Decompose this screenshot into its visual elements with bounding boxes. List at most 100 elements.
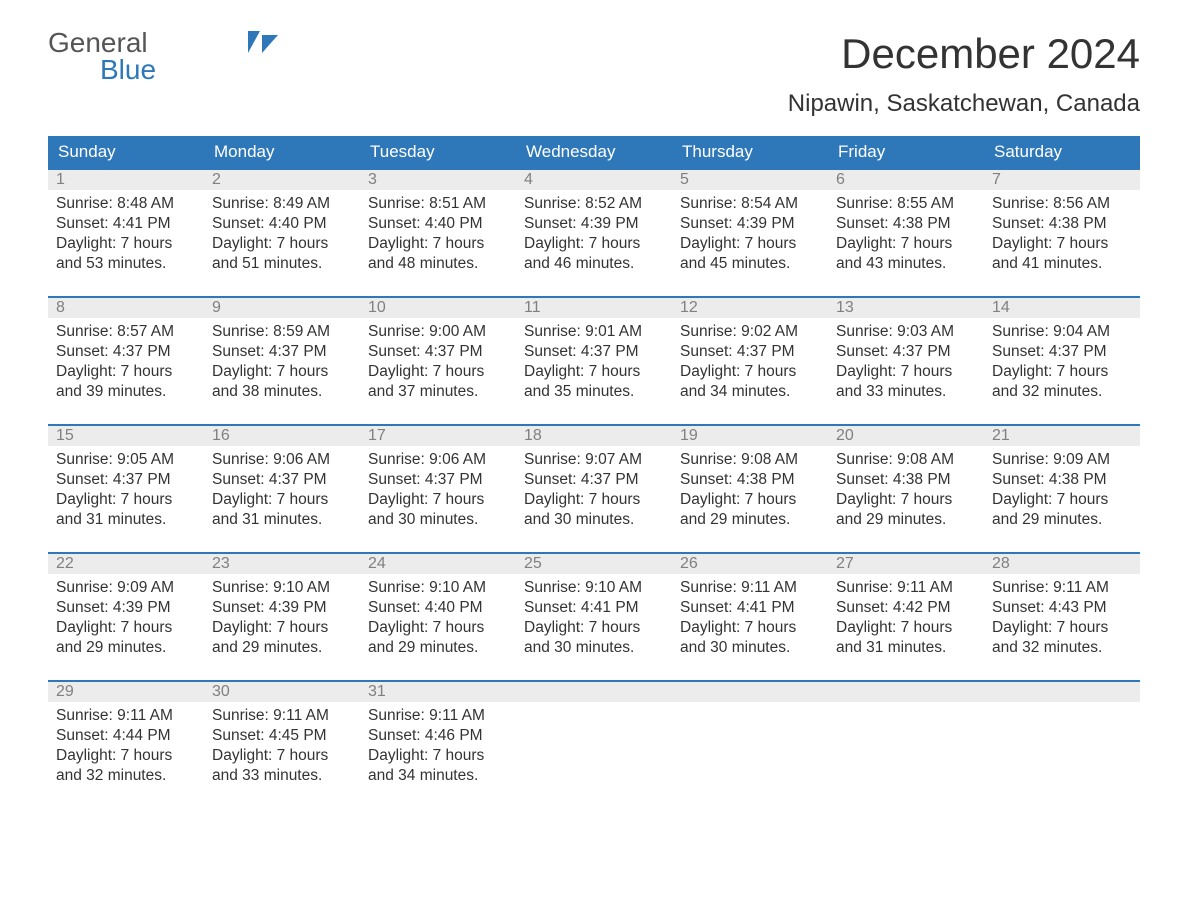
day-cell: 24Sunrise: 9:10 AMSunset: 4:40 PMDayligh… (360, 553, 516, 681)
day-body: Sunrise: 9:11 AMSunset: 4:41 PMDaylight:… (672, 574, 828, 657)
day-dl2: and 32 minutes. (56, 766, 196, 786)
day-cell: 14Sunrise: 9:04 AMSunset: 4:37 PMDayligh… (984, 297, 1140, 425)
day-sunset: Sunset: 4:37 PM (368, 342, 508, 362)
day-cell: 8Sunrise: 8:57 AMSunset: 4:37 PMDaylight… (48, 297, 204, 425)
day-dl2: and 48 minutes. (368, 254, 508, 274)
day-sunset: Sunset: 4:37 PM (524, 342, 664, 362)
day-dl1: Daylight: 7 hours (524, 618, 664, 638)
day-cell: 27Sunrise: 9:11 AMSunset: 4:42 PMDayligh… (828, 553, 984, 681)
day-sunset: Sunset: 4:44 PM (56, 726, 196, 746)
day-sunrise: Sunrise: 9:04 AM (992, 322, 1132, 342)
day-dl2: and 32 minutes. (992, 382, 1132, 402)
day-sunrise: Sunrise: 9:08 AM (836, 450, 976, 470)
day-dl2: and 30 minutes. (524, 510, 664, 530)
day-number-empty (984, 682, 1140, 702)
day-dl1: Daylight: 7 hours (212, 234, 352, 254)
day-dl1: Daylight: 7 hours (56, 490, 196, 510)
day-dl2: and 29 minutes. (212, 638, 352, 658)
day-body: Sunrise: 9:11 AMSunset: 4:46 PMDaylight:… (360, 702, 516, 785)
day-dl1: Daylight: 7 hours (992, 618, 1132, 638)
day-cell: 18Sunrise: 9:07 AMSunset: 4:37 PMDayligh… (516, 425, 672, 553)
day-sunset: Sunset: 4:45 PM (212, 726, 352, 746)
day-sunset: Sunset: 4:38 PM (992, 470, 1132, 490)
day-body: Sunrise: 9:05 AMSunset: 4:37 PMDaylight:… (48, 446, 204, 529)
week-row: 22Sunrise: 9:09 AMSunset: 4:39 PMDayligh… (48, 553, 1140, 681)
day-cell: 16Sunrise: 9:06 AMSunset: 4:37 PMDayligh… (204, 425, 360, 553)
day-dl2: and 33 minutes. (836, 382, 976, 402)
day-sunset: Sunset: 4:38 PM (836, 470, 976, 490)
day-cell: 21Sunrise: 9:09 AMSunset: 4:38 PMDayligh… (984, 425, 1140, 553)
logo: General Blue (48, 30, 152, 83)
day-sunset: Sunset: 4:41 PM (680, 598, 820, 618)
day-sunrise: Sunrise: 9:05 AM (56, 450, 196, 470)
logo-text-top: General (48, 30, 156, 57)
day-dl2: and 31 minutes. (56, 510, 196, 530)
day-dl1: Daylight: 7 hours (836, 490, 976, 510)
day-dl1: Daylight: 7 hours (56, 362, 196, 382)
day-cell (672, 681, 828, 809)
weekday-header: Friday (828, 136, 984, 169)
day-number: 17 (360, 426, 516, 446)
weekday-header: Monday (204, 136, 360, 169)
day-cell: 1Sunrise: 8:48 AMSunset: 4:41 PMDaylight… (48, 169, 204, 297)
day-number: 23 (204, 554, 360, 574)
day-sunset: Sunset: 4:43 PM (992, 598, 1132, 618)
day-sunrise: Sunrise: 8:48 AM (56, 194, 196, 214)
day-sunset: Sunset: 4:40 PM (368, 214, 508, 234)
day-dl2: and 33 minutes. (212, 766, 352, 786)
day-number: 13 (828, 298, 984, 318)
day-dl2: and 43 minutes. (836, 254, 976, 274)
day-dl2: and 31 minutes. (836, 638, 976, 658)
day-dl2: and 30 minutes. (524, 638, 664, 658)
day-cell: 13Sunrise: 9:03 AMSunset: 4:37 PMDayligh… (828, 297, 984, 425)
day-dl1: Daylight: 7 hours (680, 490, 820, 510)
day-body: Sunrise: 8:57 AMSunset: 4:37 PMDaylight:… (48, 318, 204, 401)
day-number: 18 (516, 426, 672, 446)
day-cell: 11Sunrise: 9:01 AMSunset: 4:37 PMDayligh… (516, 297, 672, 425)
day-body: Sunrise: 9:08 AMSunset: 4:38 PMDaylight:… (672, 446, 828, 529)
day-number: 20 (828, 426, 984, 446)
logo-flag-icon (248, 31, 290, 53)
day-sunset: Sunset: 4:37 PM (56, 342, 196, 362)
day-number: 4 (516, 170, 672, 190)
day-cell: 6Sunrise: 8:55 AMSunset: 4:38 PMDaylight… (828, 169, 984, 297)
day-sunrise: Sunrise: 9:03 AM (836, 322, 976, 342)
weekday-header: Wednesday (516, 136, 672, 169)
day-cell (984, 681, 1140, 809)
day-cell: 2Sunrise: 8:49 AMSunset: 4:40 PMDaylight… (204, 169, 360, 297)
day-sunrise: Sunrise: 8:49 AM (212, 194, 352, 214)
day-cell: 26Sunrise: 9:11 AMSunset: 4:41 PMDayligh… (672, 553, 828, 681)
day-number: 12 (672, 298, 828, 318)
day-cell: 7Sunrise: 8:56 AMSunset: 4:38 PMDaylight… (984, 169, 1140, 297)
day-dl1: Daylight: 7 hours (212, 618, 352, 638)
day-body: Sunrise: 9:10 AMSunset: 4:40 PMDaylight:… (360, 574, 516, 657)
day-sunrise: Sunrise: 9:01 AM (524, 322, 664, 342)
day-dl2: and 29 minutes. (992, 510, 1132, 530)
day-sunrise: Sunrise: 9:07 AM (524, 450, 664, 470)
day-dl2: and 53 minutes. (56, 254, 196, 274)
day-body: Sunrise: 8:48 AMSunset: 4:41 PMDaylight:… (48, 190, 204, 273)
day-dl1: Daylight: 7 hours (368, 618, 508, 638)
day-dl1: Daylight: 7 hours (680, 362, 820, 382)
day-body: Sunrise: 9:11 AMSunset: 4:43 PMDaylight:… (984, 574, 1140, 657)
day-body: Sunrise: 9:06 AMSunset: 4:37 PMDaylight:… (360, 446, 516, 529)
day-sunrise: Sunrise: 9:11 AM (836, 578, 976, 598)
day-body: Sunrise: 8:52 AMSunset: 4:39 PMDaylight:… (516, 190, 672, 273)
day-dl1: Daylight: 7 hours (524, 234, 664, 254)
day-cell: 22Sunrise: 9:09 AMSunset: 4:39 PMDayligh… (48, 553, 204, 681)
day-dl1: Daylight: 7 hours (992, 362, 1132, 382)
day-dl1: Daylight: 7 hours (680, 618, 820, 638)
day-dl2: and 29 minutes. (680, 510, 820, 530)
day-sunrise: Sunrise: 9:00 AM (368, 322, 508, 342)
week-row: 8Sunrise: 8:57 AMSunset: 4:37 PMDaylight… (48, 297, 1140, 425)
day-dl1: Daylight: 7 hours (212, 362, 352, 382)
day-number: 10 (360, 298, 516, 318)
day-number: 19 (672, 426, 828, 446)
day-number: 24 (360, 554, 516, 574)
day-body: Sunrise: 8:54 AMSunset: 4:39 PMDaylight:… (672, 190, 828, 273)
day-number: 31 (360, 682, 516, 702)
day-dl2: and 29 minutes. (56, 638, 196, 658)
day-sunrise: Sunrise: 9:10 AM (524, 578, 664, 598)
day-body: Sunrise: 9:03 AMSunset: 4:37 PMDaylight:… (828, 318, 984, 401)
day-dl1: Daylight: 7 hours (56, 746, 196, 766)
